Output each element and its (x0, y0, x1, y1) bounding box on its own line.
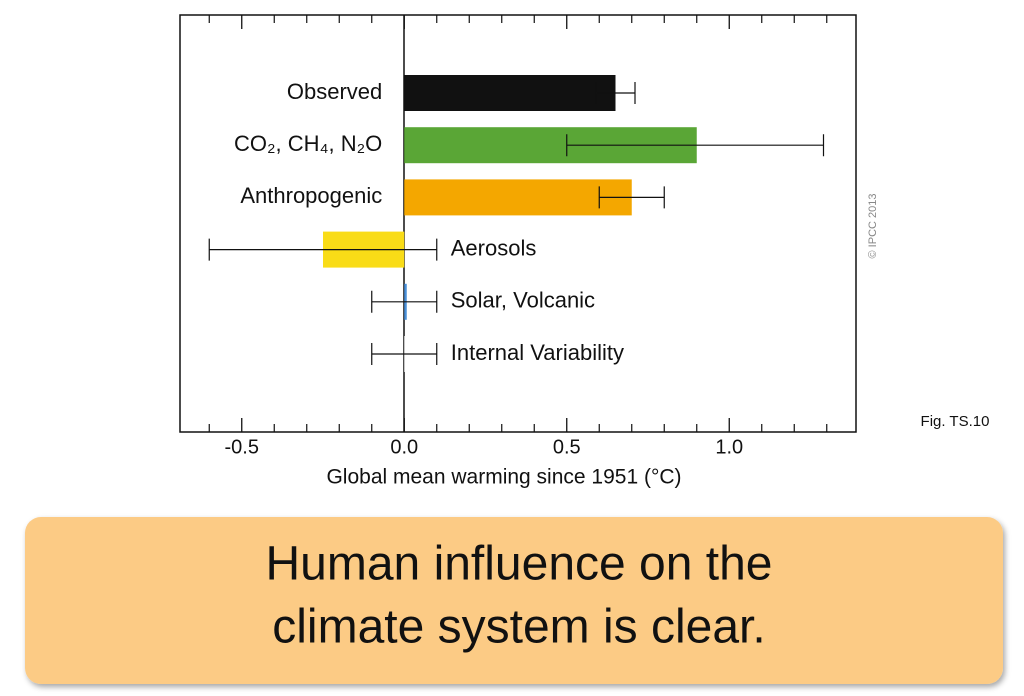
error-bar (595, 82, 636, 104)
category-label: Observed (287, 79, 382, 104)
x-tick-label: 0.5 (553, 436, 581, 458)
error-bar (208, 238, 438, 261)
error-bar (598, 186, 665, 209)
credit: © IPCC 2013 (867, 194, 879, 259)
bar (404, 179, 632, 216)
x-tick-label: 1.0 (715, 436, 743, 458)
banner-text: Human influence on the (266, 538, 773, 591)
category-label: Internal Variability (451, 340, 624, 365)
category-label: CO₂, CH₄, N₂O (234, 131, 382, 156)
x-tick-label: 0.0 (390, 436, 418, 458)
banner-text: climate system is clear. (272, 601, 765, 654)
category-label: Anthropogenic (240, 183, 382, 208)
x-tick-label: -0.5 (225, 436, 259, 458)
bar (404, 75, 616, 111)
error-bar (371, 343, 438, 365)
error-bar (371, 290, 438, 313)
banner (25, 517, 1003, 684)
x-axis-label: Global mean warming since 1951 (°C) (326, 466, 681, 489)
plot-frame (179, 14, 857, 433)
figure-label: Fig. TS.10 (921, 413, 990, 430)
category-label: Aerosols (451, 235, 537, 260)
error-bar (566, 134, 825, 157)
category-label: Solar, Volcanic (451, 288, 595, 313)
